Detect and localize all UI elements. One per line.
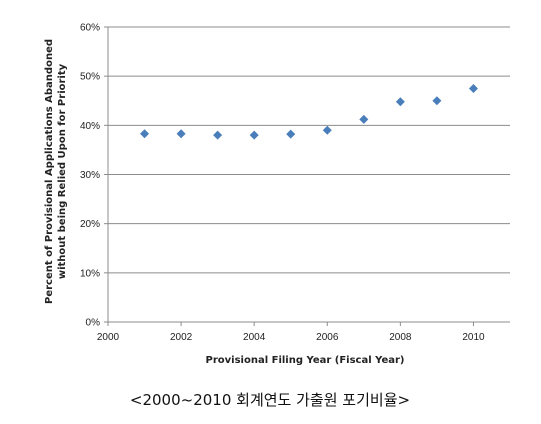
y-tick-label: 20% (80, 219, 100, 230)
x-tick-label: 2004 (243, 332, 266, 343)
y-tick-label: 30% (80, 170, 100, 181)
x-tick-label: 2002 (170, 332, 193, 343)
y-tick-label: 50% (80, 72, 100, 83)
data-point (432, 96, 441, 105)
data-point (286, 130, 295, 139)
data-point (396, 97, 405, 106)
data-point (323, 126, 332, 135)
x-tick-label: 2010 (462, 332, 485, 343)
x-tick-labels: 2000 2002 2004 2006 2008 2010 (97, 322, 485, 343)
data-point (140, 129, 149, 138)
y-tick-labels: 0% 10% 20% 30% 40% 50% 60% (80, 23, 108, 329)
y-axis-title-line: without being Relied Upon for Priority (57, 63, 68, 279)
data-point (177, 129, 186, 138)
grid-lines (108, 27, 510, 273)
y-tick-label: 60% (80, 23, 100, 34)
data-point (359, 115, 368, 124)
data-points (140, 84, 478, 140)
data-point (469, 84, 478, 93)
figure-caption: <2000~2010 회계연도 가출원 포기비율> (130, 391, 410, 409)
data-point (250, 131, 259, 140)
y-axis-title: Percent of Provisional Applications Aban… (44, 39, 68, 304)
x-tick-label: 2008 (389, 332, 412, 343)
x-tick-label: 2000 (97, 332, 120, 343)
x-axis-title: Provisional Filing Year (Fiscal Year) (206, 355, 405, 366)
y-axis-title-line: Percent of Provisional Applications Aban… (44, 39, 55, 304)
y-tick-label: 40% (80, 121, 100, 132)
y-tick-label: 10% (80, 268, 100, 279)
x-tick-label: 2006 (316, 332, 339, 343)
data-point (213, 131, 222, 140)
y-tick-label: 0% (86, 318, 101, 329)
